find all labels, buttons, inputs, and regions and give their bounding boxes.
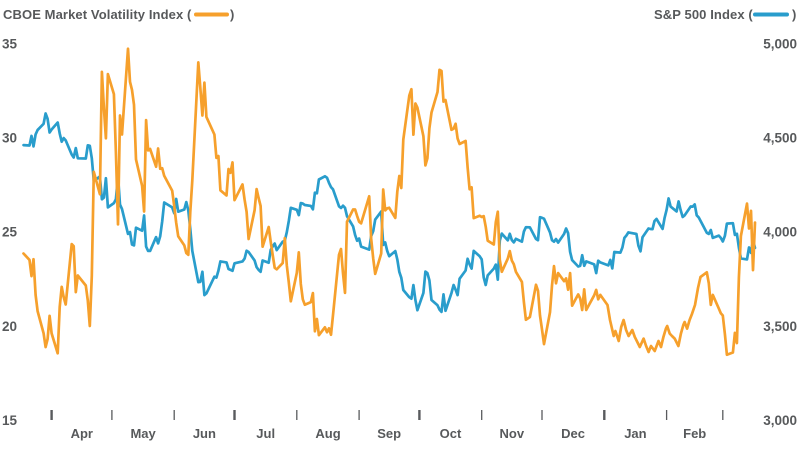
svg-text:S&P 500 Index (: S&P 500 Index (: [654, 7, 753, 22]
svg-text:CBOE Market Volatility Index (: CBOE Market Volatility Index (: [3, 7, 192, 22]
svg-text:Oct: Oct: [440, 426, 462, 441]
svg-text:May: May: [130, 426, 156, 441]
svg-text:3,500: 3,500: [763, 319, 797, 334]
svg-text:): ): [792, 7, 796, 22]
svg-text:Jul: Jul: [256, 426, 275, 441]
svg-text:Feb: Feb: [683, 426, 706, 441]
svg-text:Dec: Dec: [561, 426, 585, 441]
svg-text:Jan: Jan: [624, 426, 646, 441]
svg-text:30: 30: [2, 131, 17, 146]
svg-text:15: 15: [2, 413, 18, 428]
svg-text:Aug: Aug: [315, 426, 340, 441]
svg-text:5,000: 5,000: [763, 37, 797, 52]
svg-text:Jun: Jun: [193, 426, 216, 441]
svg-text:Nov: Nov: [500, 426, 525, 441]
svg-text:25: 25: [2, 225, 18, 240]
svg-text:): ): [230, 7, 234, 22]
svg-text:4,500: 4,500: [763, 131, 797, 146]
svg-text:3,000: 3,000: [763, 413, 797, 428]
svg-text:35: 35: [2, 37, 18, 52]
svg-text:20: 20: [2, 319, 17, 334]
svg-text:Apr: Apr: [71, 426, 93, 441]
svg-text:Sep: Sep: [377, 426, 401, 441]
svg-text:4,000: 4,000: [763, 225, 797, 240]
